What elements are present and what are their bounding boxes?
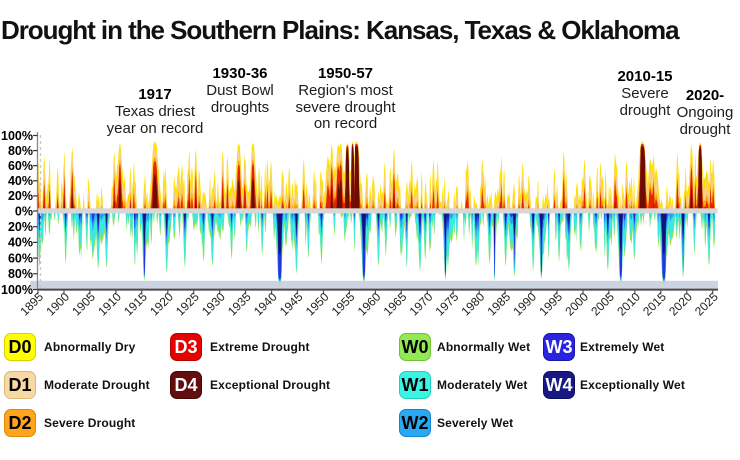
svg-text:1900: 1900: [43, 289, 72, 318]
svg-text:1965: 1965: [381, 289, 410, 318]
svg-text:1970: 1970: [407, 289, 436, 318]
svg-text:1975: 1975: [433, 289, 462, 318]
svg-text:100%: 100%: [1, 283, 33, 297]
svg-text:80%: 80%: [8, 267, 33, 281]
svg-text:2025: 2025: [692, 289, 721, 318]
svg-text:2005: 2005: [588, 289, 617, 318]
svg-text:1985: 1985: [484, 289, 513, 318]
svg-text:20%: 20%: [8, 189, 33, 203]
svg-text:1945: 1945: [277, 289, 306, 318]
svg-text:40%: 40%: [8, 236, 33, 250]
svg-text:1950: 1950: [303, 289, 332, 318]
svg-text:60%: 60%: [8, 251, 33, 265]
svg-text:1905: 1905: [69, 289, 98, 318]
svg-text:1915: 1915: [121, 289, 150, 318]
svg-text:1910: 1910: [95, 289, 124, 318]
svg-text:1920: 1920: [147, 289, 176, 318]
svg-text:1955: 1955: [329, 289, 358, 318]
svg-text:1960: 1960: [355, 289, 384, 318]
svg-text:100%: 100%: [1, 129, 33, 143]
svg-text:1925: 1925: [173, 289, 202, 318]
svg-text:1990: 1990: [510, 289, 539, 318]
svg-text:1930: 1930: [199, 289, 228, 318]
svg-text:1995: 1995: [536, 289, 565, 318]
svg-text:20%: 20%: [8, 220, 33, 234]
svg-text:2020: 2020: [666, 289, 695, 318]
svg-text:0%: 0%: [15, 204, 33, 218]
svg-text:40%: 40%: [8, 174, 33, 188]
svg-text:2000: 2000: [562, 289, 591, 318]
svg-text:2010: 2010: [614, 289, 643, 318]
svg-text:1940: 1940: [251, 289, 280, 318]
svg-text:1980: 1980: [459, 289, 488, 318]
svg-text:80%: 80%: [8, 144, 33, 158]
svg-text:2015: 2015: [640, 289, 669, 318]
svg-text:1935: 1935: [225, 289, 254, 318]
svg-text:60%: 60%: [8, 159, 33, 173]
